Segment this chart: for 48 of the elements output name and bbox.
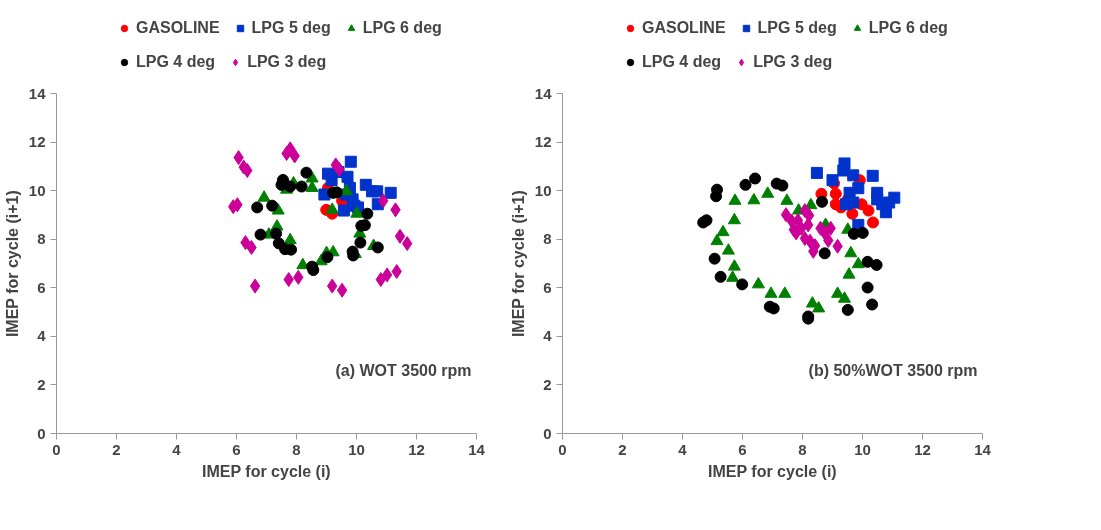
legend-label: LPG 3 deg	[753, 53, 833, 71]
x-tick-label: 0	[558, 440, 567, 458]
y-tick-label: 12	[534, 133, 552, 151]
y-tick-label: 2	[37, 375, 46, 393]
x-tick-label: 2	[112, 440, 121, 458]
legend-label: LPG 5 deg	[251, 19, 331, 37]
x-tick-label: 12	[408, 440, 425, 458]
x-tick-label: 10	[348, 440, 365, 458]
legend-label: LPG 6 deg	[868, 19, 948, 37]
x-tick-label: 8	[798, 440, 807, 458]
y-tick-label: 0	[543, 424, 552, 442]
x-tick-label: 4	[172, 440, 182, 458]
x-tick-label: 2	[618, 440, 627, 458]
x-axis-title: IMEP for cycle (i)	[202, 462, 331, 480]
y-tick-label: 0	[37, 424, 46, 442]
legend-label: LPG 3 deg	[247, 53, 327, 71]
y-axis-title: IMEP for cycle (i+1)	[3, 190, 21, 338]
y-tick-label: 6	[543, 278, 552, 296]
y-tick-label: 8	[37, 230, 46, 248]
y-tick-label: 6	[37, 278, 46, 296]
x-tick-label: 6	[232, 440, 241, 458]
x-tick-label: 10	[854, 440, 871, 458]
annotation: (a) WOT 3500 rpm	[335, 362, 472, 380]
y-tick-label: 8	[543, 230, 552, 248]
y-tick-label: 12	[28, 133, 46, 151]
y-tick-label: 10	[28, 181, 46, 199]
y-tick-label: 14	[534, 84, 553, 102]
x-tick-label: 6	[738, 440, 747, 458]
x-tick-label: 14	[974, 440, 992, 458]
y-tick-label: 4	[543, 327, 553, 345]
y-tick-label: 4	[37, 327, 47, 345]
y-tick-label: 14	[28, 84, 47, 102]
legend-label: LPG 5 deg	[757, 19, 837, 37]
y-tick-label: 2	[543, 375, 552, 393]
legend-label: GASOLINE	[136, 19, 220, 37]
legend-label: LPG 6 deg	[362, 19, 442, 37]
y-tick-label: 10	[534, 181, 552, 199]
x-tick-label: 12	[914, 440, 931, 458]
x-tick-label: 8	[292, 440, 301, 458]
legend-label: GASOLINE	[642, 19, 726, 37]
legend-label: LPG 4 deg	[642, 53, 722, 71]
y-axis-title: IMEP for cycle (i+1)	[509, 190, 527, 338]
legend-label: LPG 4 deg	[136, 53, 216, 71]
x-tick-label: 4	[678, 440, 688, 458]
x-tick-label: 0	[52, 440, 61, 458]
x-axis-title: IMEP for cycle (i)	[708, 462, 837, 480]
x-tick-label: 14	[468, 440, 486, 458]
annotation: (b) 50%WOT 3500 rpm	[808, 362, 978, 380]
